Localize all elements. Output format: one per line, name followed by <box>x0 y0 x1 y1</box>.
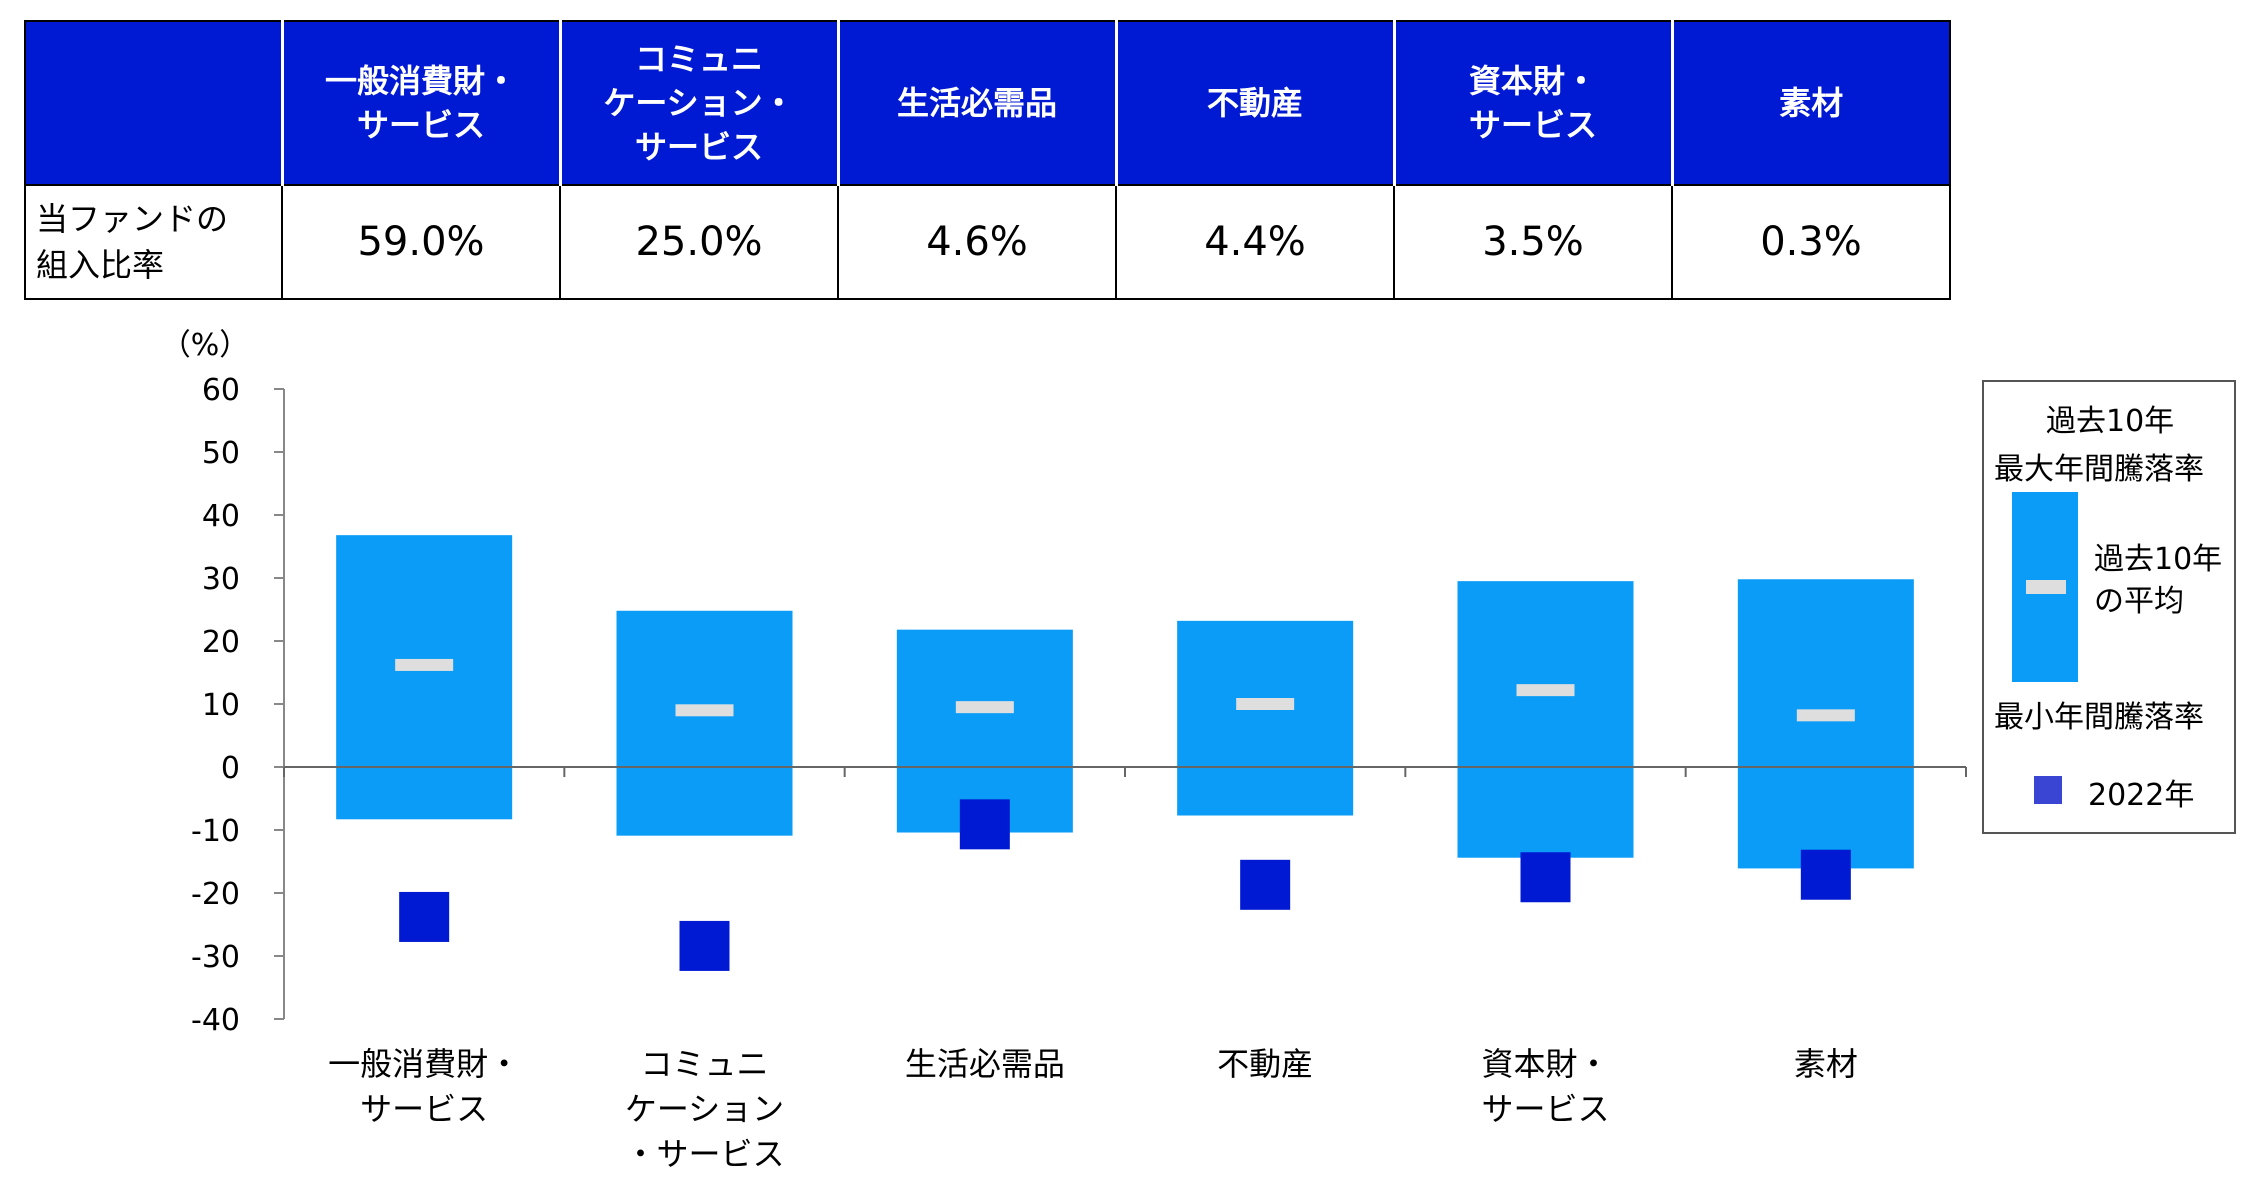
average-mark <box>955 701 1014 714</box>
header-cell-materials: 素材 <box>1670 20 1951 186</box>
y-tick-label: -30 <box>191 940 240 975</box>
legend-2022-swatch <box>2034 776 2062 804</box>
legend-title: 過去10年 <box>2046 404 2175 439</box>
header-cell-capital-goods: 資本財・ サービス <box>1392 20 1673 186</box>
value-cell-real-estate: 4.4% <box>1115 184 1395 300</box>
table-header-row: 一般消費財・ サービス コミュニ ケーション・ サービス 生活必需品 不動産 資… <box>24 20 1951 186</box>
value-cell-consumer-staples: 4.6% <box>837 184 1117 300</box>
y-tick-label: 0 <box>221 751 240 786</box>
table-corner-cell <box>24 20 283 186</box>
legend-average-label-line1: 過去10年 <box>2094 542 2223 577</box>
header-cell-communication-services: コミュニ ケーション・ サービス <box>558 20 839 186</box>
year-2022-marker <box>679 920 730 971</box>
legend-min-label: 最小年間騰落率 <box>1994 700 2204 735</box>
year-2022-marker <box>399 891 450 942</box>
value-cell-communication-services: 25.0% <box>559 184 839 300</box>
category-label: サービス <box>360 1090 488 1128</box>
range-bar <box>1457 581 1634 858</box>
legend: 過去10年 最大年間騰落率 過去10年 の平均 最小年間騰落率 2022年 <box>1982 380 2236 834</box>
y-tick-label: 20 <box>202 625 240 660</box>
y-tick-label: 40 <box>202 499 240 534</box>
y-tick-label: 30 <box>202 562 240 597</box>
y-tick-label: 60 <box>202 373 240 408</box>
y-tick-label: -40 <box>191 1003 240 1038</box>
y-tick-label: -10 <box>191 814 240 849</box>
range-bar <box>1737 579 1914 869</box>
category-label: 一般消費財・ <box>328 1045 520 1083</box>
row-label-fund-allocation: 当ファンドの 組入比率 <box>24 184 283 300</box>
header-cell-consumer-discretionary: 一般消費財・ サービス <box>280 20 561 186</box>
header-cell-real-estate: 不動産 <box>1114 20 1395 186</box>
range-bar <box>896 629 1073 833</box>
allocation-table: 一般消費財・ サービス コミュニ ケーション・ サービス 生活必需品 不動産 資… <box>24 20 1951 300</box>
legend-max-label: 最大年間騰落率 <box>1994 452 2204 487</box>
category-label: 素材 <box>1794 1045 1858 1083</box>
legend-2022-label: 2022年 <box>2088 778 2195 813</box>
range-bar <box>616 610 793 836</box>
header-cell-consumer-staples: 生活必需品 <box>836 20 1117 186</box>
y-tick-label: -20 <box>191 877 240 912</box>
year-2022-marker <box>1520 852 1571 903</box>
year-2022-marker <box>1240 859 1291 910</box>
average-mark <box>1516 684 1575 697</box>
range-bar <box>1177 620 1354 816</box>
category-label: 資本財・ <box>1481 1045 1609 1083</box>
average-mark <box>395 658 454 671</box>
category-label: 不動産 <box>1217 1045 1313 1083</box>
y-axis-unit: （%） <box>161 328 250 363</box>
value-cell-capital-goods: 3.5% <box>1393 184 1673 300</box>
average-mark <box>675 704 734 717</box>
legend-average-label-line2: の平均 <box>2094 584 2184 619</box>
category-label: ケーション <box>625 1090 784 1128</box>
value-cell-materials: 0.3% <box>1671 184 1951 300</box>
category-label: ・サービス <box>624 1135 784 1173</box>
average-mark <box>1236 698 1295 710</box>
range-bar <box>336 535 513 820</box>
value-cell-consumer-discretionary: 59.0% <box>281 184 561 300</box>
y-tick-label: 50 <box>202 436 240 471</box>
average-mark <box>1796 709 1855 722</box>
category-label: コミュニ <box>640 1045 768 1083</box>
year-2022-marker <box>1800 849 1851 900</box>
y-tick-label: 10 <box>202 688 240 723</box>
table-value-row: 当ファンドの 組入比率 59.0% 25.0% 4.6% 4.4% 3.5% 0… <box>24 184 1951 300</box>
year-2022-marker <box>959 799 1010 850</box>
legend-average-swatch <box>2026 580 2066 594</box>
category-label: サービス <box>1481 1090 1609 1128</box>
category-label: 生活必需品 <box>905 1045 1065 1083</box>
